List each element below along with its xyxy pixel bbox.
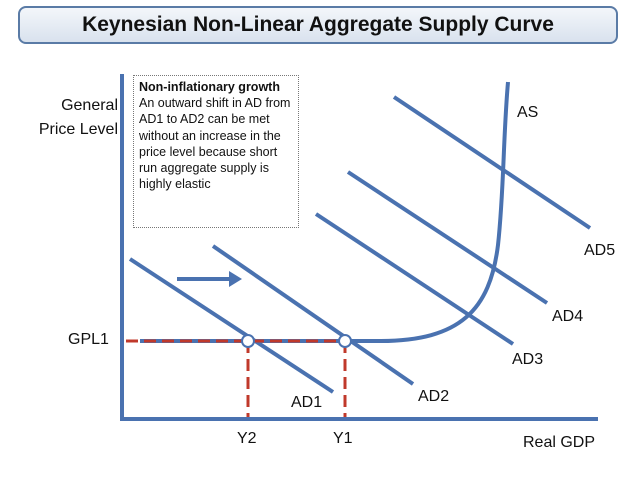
note-body: An outward shift in AD from AD1 to AD2 c…: [139, 96, 291, 192]
ad2-curve: [211, 244, 415, 386]
x-axis-label: Real GDP: [523, 434, 596, 451]
as-label: AS: [517, 104, 539, 121]
shift-arrow-head: [229, 271, 242, 287]
title-banner: Keynesian Non-Linear Aggregate Supply Cu…: [18, 6, 618, 44]
ad5-curve: [392, 95, 592, 230]
y-axis-label-line1: General: [61, 97, 118, 114]
y-axis-label-line2: Price Level: [38, 121, 118, 138]
page-title: Keynesian Non-Linear Aggregate Supply Cu…: [82, 13, 554, 36]
note-heading: Non-inflationary growth: [139, 80, 280, 94]
ad3-curve: [314, 212, 515, 346]
ad1-label: AD1: [291, 394, 323, 411]
y2-label: Y2: [237, 430, 257, 447]
ad4-curve: [346, 170, 549, 305]
ad3-label: AD3: [512, 351, 544, 368]
ad2-label: AD2: [418, 388, 450, 405]
equilibrium-point-y1: [338, 334, 352, 348]
ad4-label: AD4: [552, 308, 584, 325]
gpl1-label: GPL1: [68, 331, 109, 348]
y-axis-label: General Price Level: [28, 94, 118, 142]
ad1-curve: [128, 257, 335, 394]
y1-label: Y1: [333, 430, 353, 447]
ad5-label: AD5: [584, 242, 616, 259]
note-box: Non-inflationary growth An outward shift…: [133, 75, 299, 228]
equilibrium-point-y2: [241, 334, 255, 348]
as-curve: [140, 81, 510, 343]
